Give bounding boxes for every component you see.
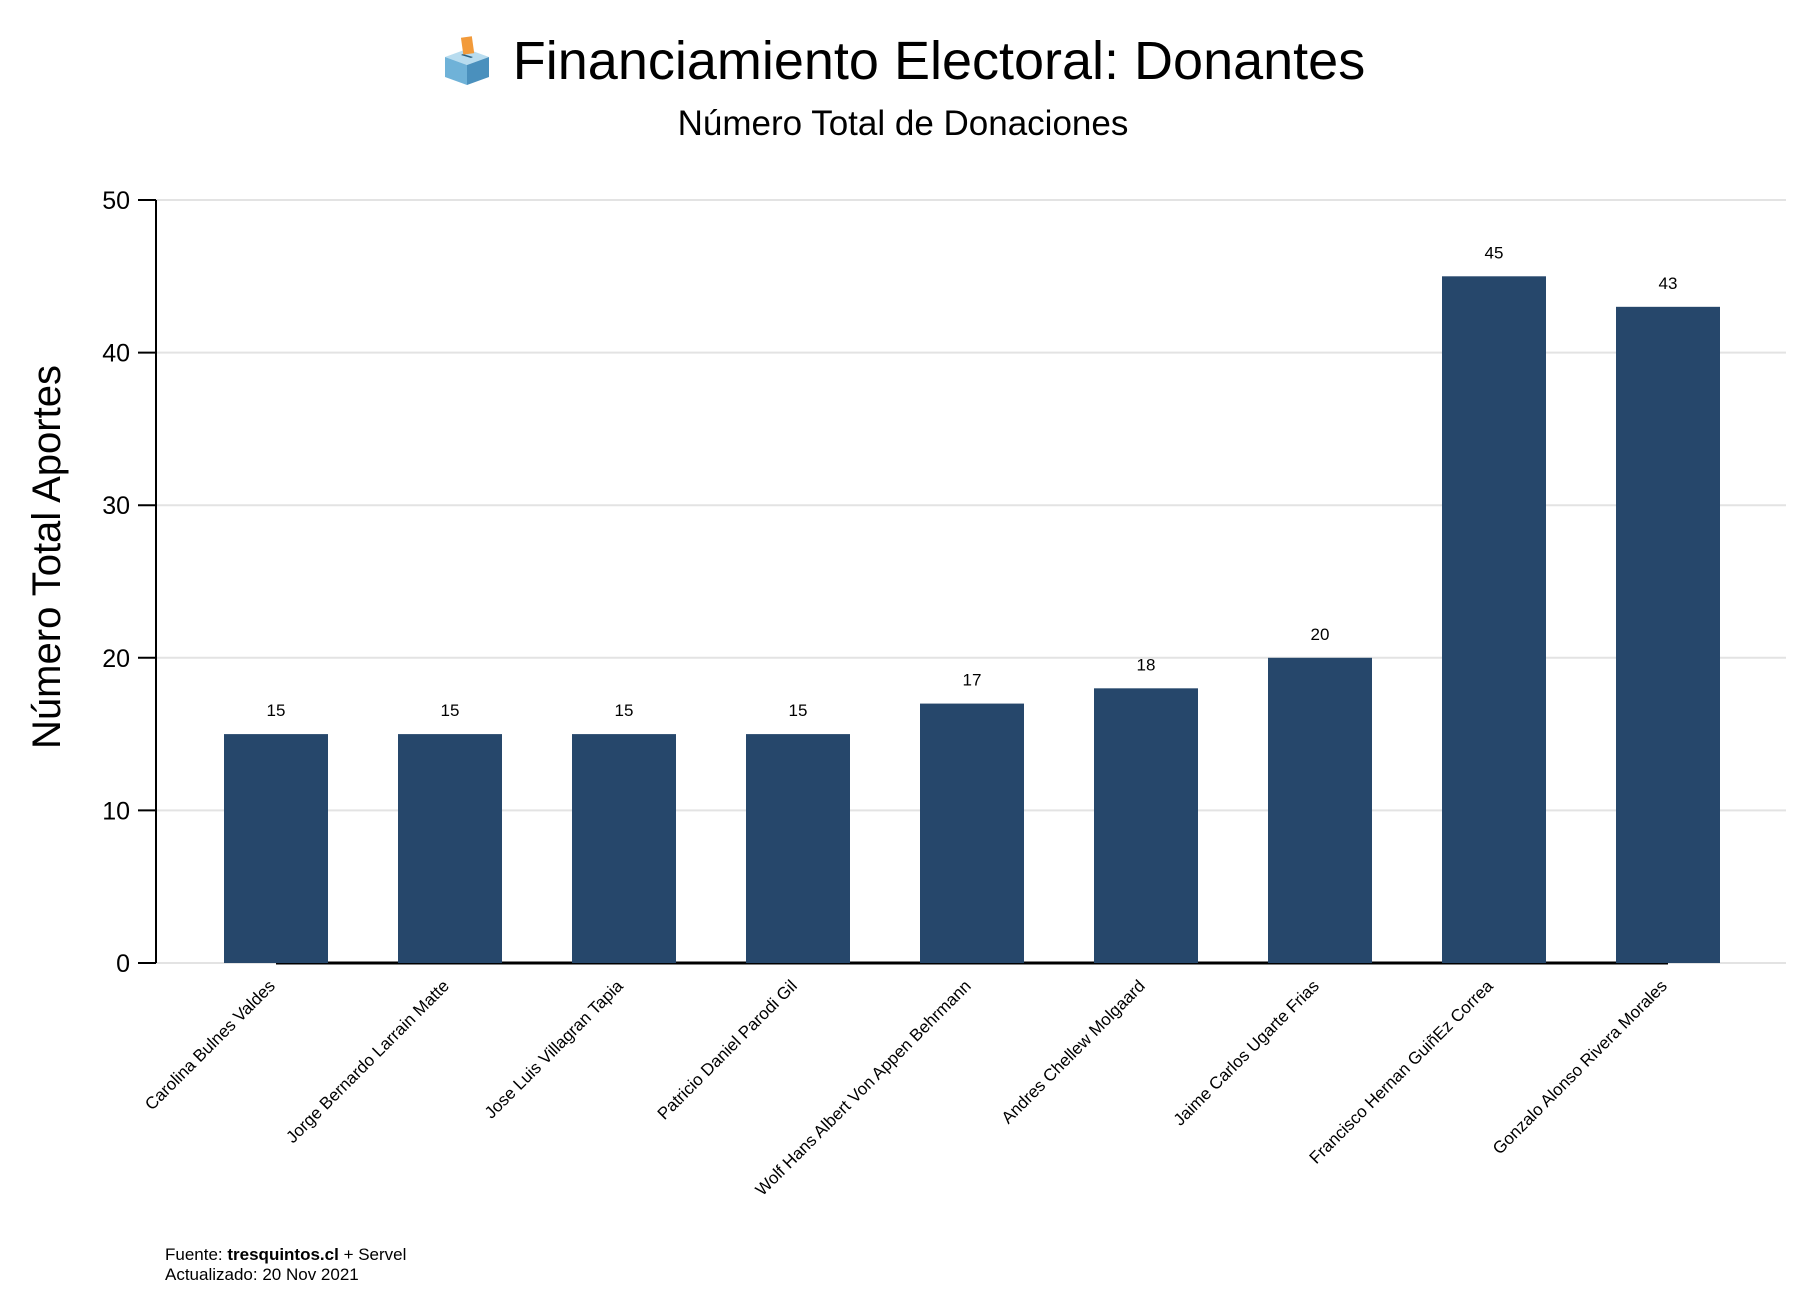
bar <box>572 734 676 963</box>
updated-line: Actualizado: 20 Nov 2021 <box>165 1265 359 1284</box>
bar-value-label: 15 <box>441 701 460 720</box>
x-tick-labels: Carolina Bulnes Valdes Jorge Bernardo Lar… <box>141 976 1671 1199</box>
y-tick-label: 20 <box>102 645 130 673</box>
y-tick-label: 50 <box>102 187 130 215</box>
x-tick-label: Francisco Hernan GuiñEz Correa <box>1306 976 1498 1168</box>
x-tick-label: Wolf Hans Albert Von Appen Behrmann <box>752 976 975 1199</box>
chart-subtitle: Número Total de Donaciones <box>677 104 1129 143</box>
x-tick-label: Jaime Carlos Ugarte Frias <box>1170 976 1323 1129</box>
bar-value-label: 20 <box>1311 625 1330 644</box>
bar <box>1094 688 1198 963</box>
bar <box>920 703 1024 963</box>
y-tick-label: 10 <box>102 797 130 825</box>
bar <box>1268 657 1372 963</box>
x-tick-label: Gonzalo Alonso Rivera Morales <box>1489 976 1671 1158</box>
ballot-box-icon <box>444 36 489 85</box>
bars <box>224 276 1720 963</box>
source-line: Fuente: tresquintos.cl + Servel <box>165 1245 406 1265</box>
source-name: tresquintos.cl <box>227 1245 339 1264</box>
bar-value-label: 15 <box>267 701 286 720</box>
bar <box>746 734 850 963</box>
y-axis-label: Número Total Aportes <box>25 365 69 749</box>
bar-value-label: 43 <box>1659 274 1678 293</box>
bar <box>1616 306 1720 963</box>
x-tick-label: Jose Luis Villagran Tapia <box>481 976 627 1122</box>
x-tick-label: Jorge Bernardo Larrain Matte <box>282 976 452 1146</box>
data-labels: 15 15 15 15 17 18 20 45 43 <box>267 243 1678 720</box>
x-tick-label: Patricio Daniel Parodi Gil <box>654 976 801 1123</box>
y-tick-label: 30 <box>102 492 130 520</box>
bar-value-label: 17 <box>963 671 982 690</box>
bar <box>224 734 328 963</box>
x-tick-label: Carolina Bulnes Valdes <box>141 976 279 1114</box>
bar-value-label: 45 <box>1485 243 1504 262</box>
bar-value-label: 15 <box>615 701 634 720</box>
source-prefix: Fuente: <box>165 1245 228 1264</box>
y-tick-label: 40 <box>102 340 130 368</box>
x-tick-label: Andres Chellew Molgaard <box>998 976 1149 1127</box>
bar <box>1442 276 1546 963</box>
chart-title: Financiamiento Electoral: Donantes <box>512 31 1366 91</box>
axes: 0 10 20 30 40 50 <box>102 187 1668 978</box>
y-tick-label: 0 <box>116 950 130 978</box>
footer: Fuente: tresquintos.cl + Servel Actualiz… <box>165 1245 406 1285</box>
bar-value-label: 18 <box>1137 655 1156 674</box>
bar-value-label: 15 <box>789 701 808 720</box>
title-row: Financiamiento Electoral: Donantes <box>0 30 1806 92</box>
source-suffix: + Servel <box>338 1245 407 1264</box>
bar <box>398 734 502 963</box>
